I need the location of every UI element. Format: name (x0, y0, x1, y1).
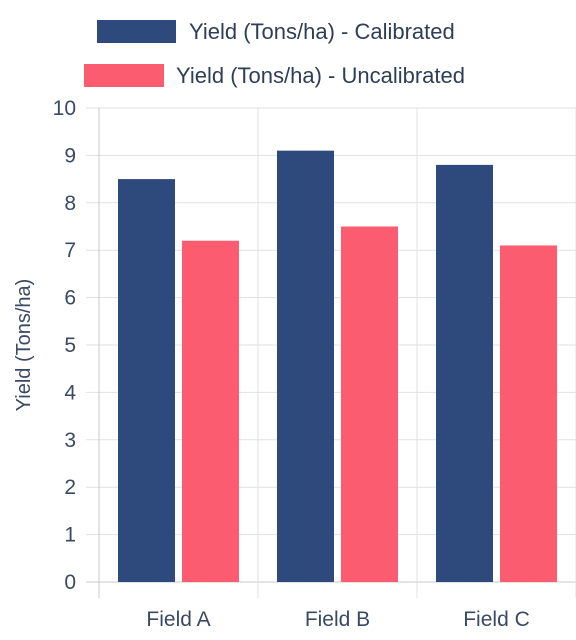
y-tick-label: 4 (64, 381, 76, 404)
y-tick-label: 2 (64, 476, 76, 499)
legend-label: Yield (Tons/ha) - Calibrated (189, 19, 455, 44)
y-tick-label: 9 (64, 144, 76, 167)
y-tick-label: 5 (64, 334, 76, 357)
legend-swatch (97, 20, 176, 43)
bar-uncalibrated (500, 245, 557, 582)
bar-calibrated (118, 179, 175, 582)
y-tick-label: 10 (53, 97, 76, 120)
x-tick-label: Field A (146, 608, 210, 631)
x-tick-label: Field C (463, 608, 530, 631)
y-tick-label: 8 (64, 192, 76, 215)
y-axis-title: Yield (Tons/ha) (13, 279, 35, 412)
bar-uncalibrated (182, 240, 239, 582)
legend-label: Yield (Tons/ha) - Uncalibrated (176, 63, 465, 88)
bar-calibrated (436, 164, 493, 582)
legend: Yield (Tons/ha) - Calibrated Yield (Tons/… (84, 19, 465, 88)
bar-uncalibrated (341, 226, 398, 582)
x-tick-label: Field B (305, 608, 370, 631)
y-tick-label: 0 (64, 571, 76, 594)
bars (118, 150, 557, 582)
y-tick-label: 3 (64, 429, 76, 452)
bar-calibrated (277, 150, 334, 582)
y-tick-label: 6 (64, 287, 76, 310)
legend-swatch (84, 64, 164, 87)
y-tick-label: 1 (64, 524, 76, 547)
y-tick-label: 7 (64, 239, 76, 262)
axes: 0 1 2 3 4 5 6 7 8 9 10 Field A Field B Field C (53, 97, 530, 631)
